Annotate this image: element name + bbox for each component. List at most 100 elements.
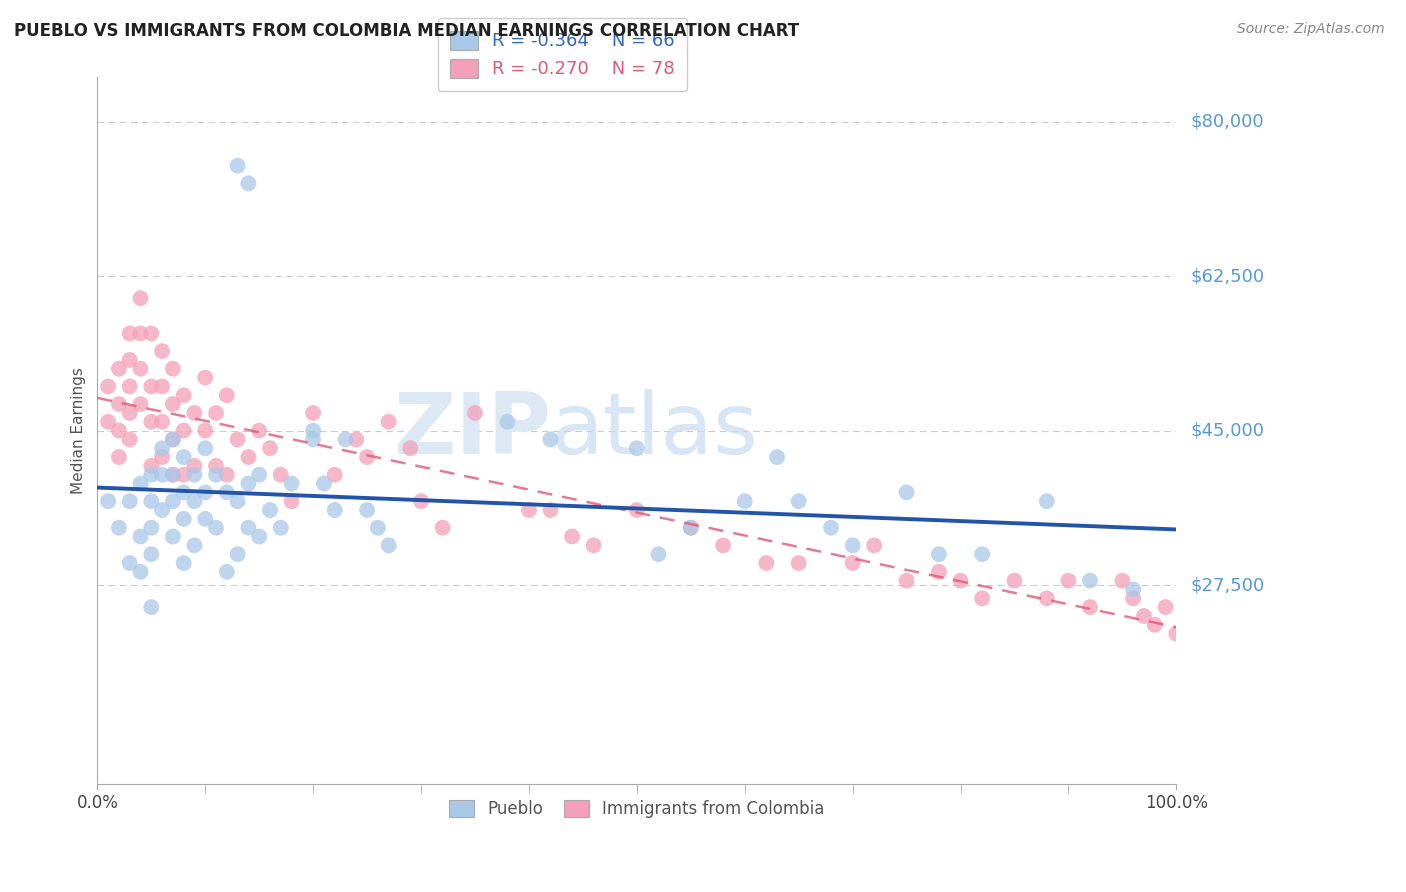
Point: [141, 415, 163, 429]
Point: [1036, 591, 1059, 606]
Point: [97, 379, 120, 393]
Point: [118, 353, 141, 368]
Point: [108, 450, 131, 464]
Point: [247, 424, 270, 438]
Point: [226, 494, 249, 508]
Point: [517, 503, 540, 517]
Point: [118, 326, 141, 341]
Point: [141, 379, 163, 393]
Point: [162, 433, 184, 447]
Point: [97, 415, 120, 429]
Point: [896, 574, 918, 588]
Point: [173, 512, 195, 526]
Point: [1122, 591, 1144, 606]
Point: [141, 600, 163, 615]
Point: [1143, 617, 1166, 632]
Point: [356, 450, 378, 464]
Point: [344, 433, 367, 447]
Point: [302, 424, 325, 438]
Point: [118, 556, 141, 570]
Point: [194, 370, 217, 384]
Point: [270, 521, 292, 535]
Point: [150, 344, 173, 359]
Point: [205, 406, 228, 420]
Point: [820, 521, 842, 535]
Point: [129, 326, 152, 341]
Point: [540, 433, 562, 447]
Point: [841, 538, 863, 552]
Point: [141, 521, 163, 535]
Point: [259, 503, 281, 517]
Point: [150, 503, 173, 517]
Point: [787, 556, 810, 570]
Point: [323, 467, 346, 482]
Point: [409, 494, 432, 508]
Point: [215, 485, 238, 500]
Point: [841, 556, 863, 570]
Text: PUEBLO VS IMMIGRANTS FROM COLOMBIA MEDIAN EARNINGS CORRELATION CHART: PUEBLO VS IMMIGRANTS FROM COLOMBIA MEDIA…: [14, 22, 799, 40]
Point: [1078, 574, 1101, 588]
Point: [432, 521, 454, 535]
Point: [928, 565, 950, 579]
Point: [561, 529, 583, 543]
Point: [226, 433, 249, 447]
Point: [464, 406, 486, 420]
Point: [141, 326, 163, 341]
Point: [150, 379, 173, 393]
Point: [972, 547, 994, 561]
Point: [194, 512, 217, 526]
Point: [1057, 574, 1080, 588]
Point: [162, 397, 184, 411]
Point: [928, 547, 950, 561]
Point: [766, 450, 789, 464]
Point: [679, 521, 702, 535]
Point: [679, 521, 702, 535]
Point: [302, 406, 325, 420]
Point: [129, 476, 152, 491]
Point: [183, 494, 205, 508]
Point: [367, 521, 389, 535]
Point: [1078, 600, 1101, 615]
Point: [108, 424, 131, 438]
Point: [787, 494, 810, 508]
Text: ZIP: ZIP: [392, 389, 551, 472]
Point: [582, 538, 605, 552]
Point: [226, 159, 249, 173]
Point: [183, 406, 205, 420]
Point: [150, 442, 173, 456]
Point: [647, 547, 669, 561]
Point: [150, 450, 173, 464]
Point: [226, 547, 249, 561]
Point: [108, 361, 131, 376]
Point: [194, 442, 217, 456]
Point: [215, 467, 238, 482]
Point: [626, 442, 648, 456]
Point: [1133, 609, 1156, 624]
Point: [1111, 574, 1133, 588]
Point: [173, 450, 195, 464]
Point: [162, 361, 184, 376]
Text: atlas: atlas: [551, 389, 758, 472]
Point: [108, 397, 131, 411]
Point: [205, 467, 228, 482]
Point: [108, 521, 131, 535]
Point: [323, 503, 346, 517]
Point: [118, 379, 141, 393]
Point: [259, 442, 281, 456]
Point: [755, 556, 778, 570]
Point: [377, 538, 399, 552]
Point: [399, 442, 422, 456]
Point: [141, 494, 163, 508]
Point: [118, 494, 141, 508]
Point: [626, 503, 648, 517]
Point: [280, 476, 302, 491]
Point: [141, 458, 163, 473]
Point: [173, 388, 195, 402]
Y-axis label: Median Earnings: Median Earnings: [72, 368, 86, 494]
Point: [215, 388, 238, 402]
Point: [238, 476, 260, 491]
Point: [162, 433, 184, 447]
Point: [129, 529, 152, 543]
Point: [302, 433, 325, 447]
Point: [173, 556, 195, 570]
